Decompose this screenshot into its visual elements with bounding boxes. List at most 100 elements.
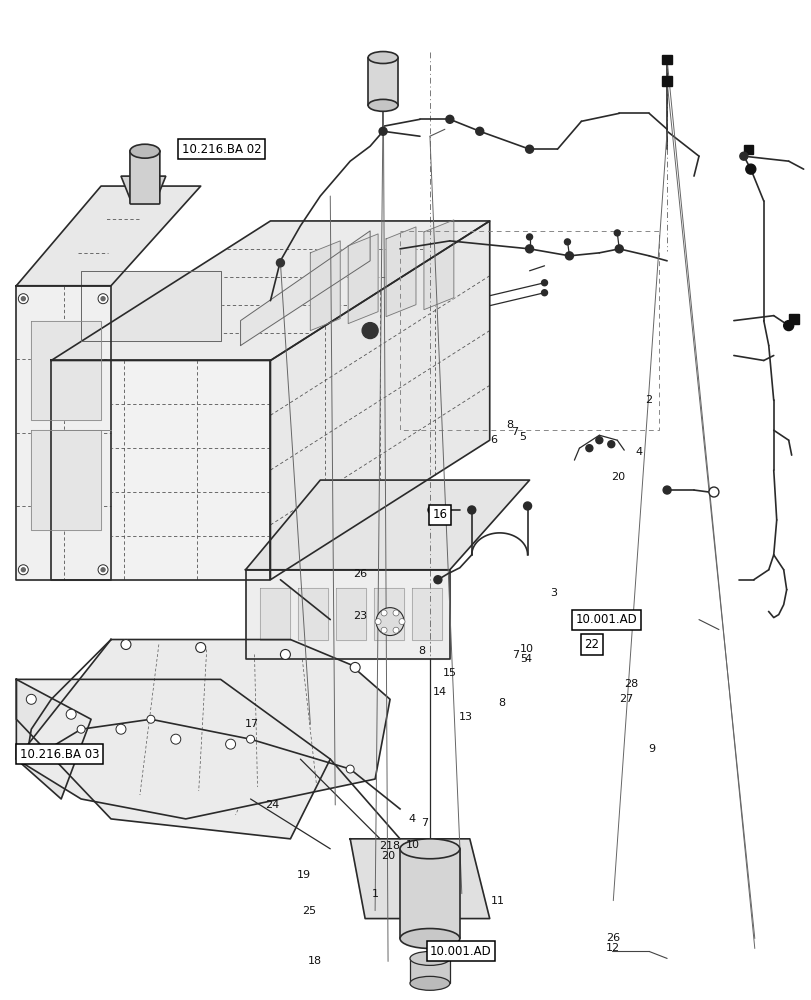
Circle shape xyxy=(26,694,36,704)
Circle shape xyxy=(393,627,398,633)
Circle shape xyxy=(745,164,755,174)
Circle shape xyxy=(276,259,284,267)
Circle shape xyxy=(475,127,483,135)
Text: 1: 1 xyxy=(371,889,378,899)
Circle shape xyxy=(564,239,570,245)
Circle shape xyxy=(783,321,792,331)
Text: 13: 13 xyxy=(458,712,472,722)
Bar xyxy=(410,958,449,983)
Circle shape xyxy=(595,437,602,444)
Text: 15: 15 xyxy=(442,668,456,678)
Circle shape xyxy=(739,152,747,160)
Circle shape xyxy=(116,724,126,734)
FancyBboxPatch shape xyxy=(130,150,160,204)
Circle shape xyxy=(663,486,670,494)
Circle shape xyxy=(379,127,387,135)
Circle shape xyxy=(525,145,533,153)
Polygon shape xyxy=(270,221,489,580)
Circle shape xyxy=(19,565,28,575)
Circle shape xyxy=(66,709,76,719)
Text: 18: 18 xyxy=(308,956,322,966)
Text: 9: 9 xyxy=(648,744,654,754)
Circle shape xyxy=(541,280,547,286)
Text: 6: 6 xyxy=(489,435,496,445)
Ellipse shape xyxy=(400,839,459,859)
Text: 8: 8 xyxy=(393,841,399,851)
Text: 16: 16 xyxy=(432,508,447,521)
Polygon shape xyxy=(51,221,489,360)
Polygon shape xyxy=(16,640,389,819)
Circle shape xyxy=(393,610,398,616)
Ellipse shape xyxy=(367,99,397,111)
Text: 2: 2 xyxy=(645,395,651,405)
Text: 10.001.AD: 10.001.AD xyxy=(430,945,491,958)
Text: 10.216.BA 03: 10.216.BA 03 xyxy=(20,748,99,761)
Circle shape xyxy=(445,115,453,123)
Text: 4: 4 xyxy=(635,447,642,457)
Circle shape xyxy=(345,765,354,773)
Text: 7: 7 xyxy=(421,818,427,828)
Text: 8: 8 xyxy=(505,420,513,430)
Circle shape xyxy=(98,565,108,575)
Circle shape xyxy=(375,608,404,636)
Polygon shape xyxy=(121,176,165,201)
Circle shape xyxy=(101,297,105,301)
Text: 24: 24 xyxy=(265,800,279,810)
Text: 5: 5 xyxy=(520,654,527,664)
Polygon shape xyxy=(16,679,91,799)
Circle shape xyxy=(586,445,592,452)
Text: 26: 26 xyxy=(605,933,620,943)
Circle shape xyxy=(398,619,405,625)
Text: 20: 20 xyxy=(380,851,395,861)
Bar xyxy=(367,58,397,105)
Circle shape xyxy=(427,506,436,514)
Polygon shape xyxy=(336,588,366,640)
Ellipse shape xyxy=(367,52,397,63)
Circle shape xyxy=(380,627,387,633)
Polygon shape xyxy=(310,241,340,331)
Circle shape xyxy=(525,245,533,253)
Polygon shape xyxy=(245,480,529,570)
Text: 4: 4 xyxy=(409,814,415,824)
Ellipse shape xyxy=(130,144,160,158)
Text: 22: 22 xyxy=(584,638,599,651)
Text: 26: 26 xyxy=(352,569,367,579)
Polygon shape xyxy=(385,227,415,317)
Text: 10.001.AD: 10.001.AD xyxy=(575,613,637,626)
Polygon shape xyxy=(16,679,330,839)
Text: 3: 3 xyxy=(549,588,556,598)
Circle shape xyxy=(523,502,531,510)
Polygon shape xyxy=(260,588,290,640)
Text: 11: 11 xyxy=(491,896,504,906)
Circle shape xyxy=(615,245,623,253)
Polygon shape xyxy=(32,430,101,530)
Bar xyxy=(661,76,672,86)
Polygon shape xyxy=(245,570,449,659)
Circle shape xyxy=(526,234,532,240)
Circle shape xyxy=(247,735,254,743)
Circle shape xyxy=(98,294,108,304)
Text: 27: 27 xyxy=(618,694,633,704)
Text: 17: 17 xyxy=(245,719,259,729)
Bar xyxy=(787,314,798,324)
Circle shape xyxy=(708,487,718,497)
Polygon shape xyxy=(81,271,221,341)
Text: 20: 20 xyxy=(610,472,624,482)
Circle shape xyxy=(21,297,25,301)
Circle shape xyxy=(541,290,547,296)
Polygon shape xyxy=(32,321,101,420)
Circle shape xyxy=(195,643,205,652)
Text: 7: 7 xyxy=(510,427,517,437)
Circle shape xyxy=(280,649,290,659)
Circle shape xyxy=(380,610,387,616)
Bar xyxy=(744,145,753,154)
Circle shape xyxy=(614,230,620,236)
Circle shape xyxy=(564,252,573,260)
Text: 10: 10 xyxy=(519,644,533,654)
Text: 25: 25 xyxy=(302,906,315,916)
Text: 23: 23 xyxy=(353,611,367,621)
Polygon shape xyxy=(350,839,489,919)
Text: 4: 4 xyxy=(524,654,531,664)
Text: 28: 28 xyxy=(623,679,637,689)
Text: 5: 5 xyxy=(518,432,526,442)
